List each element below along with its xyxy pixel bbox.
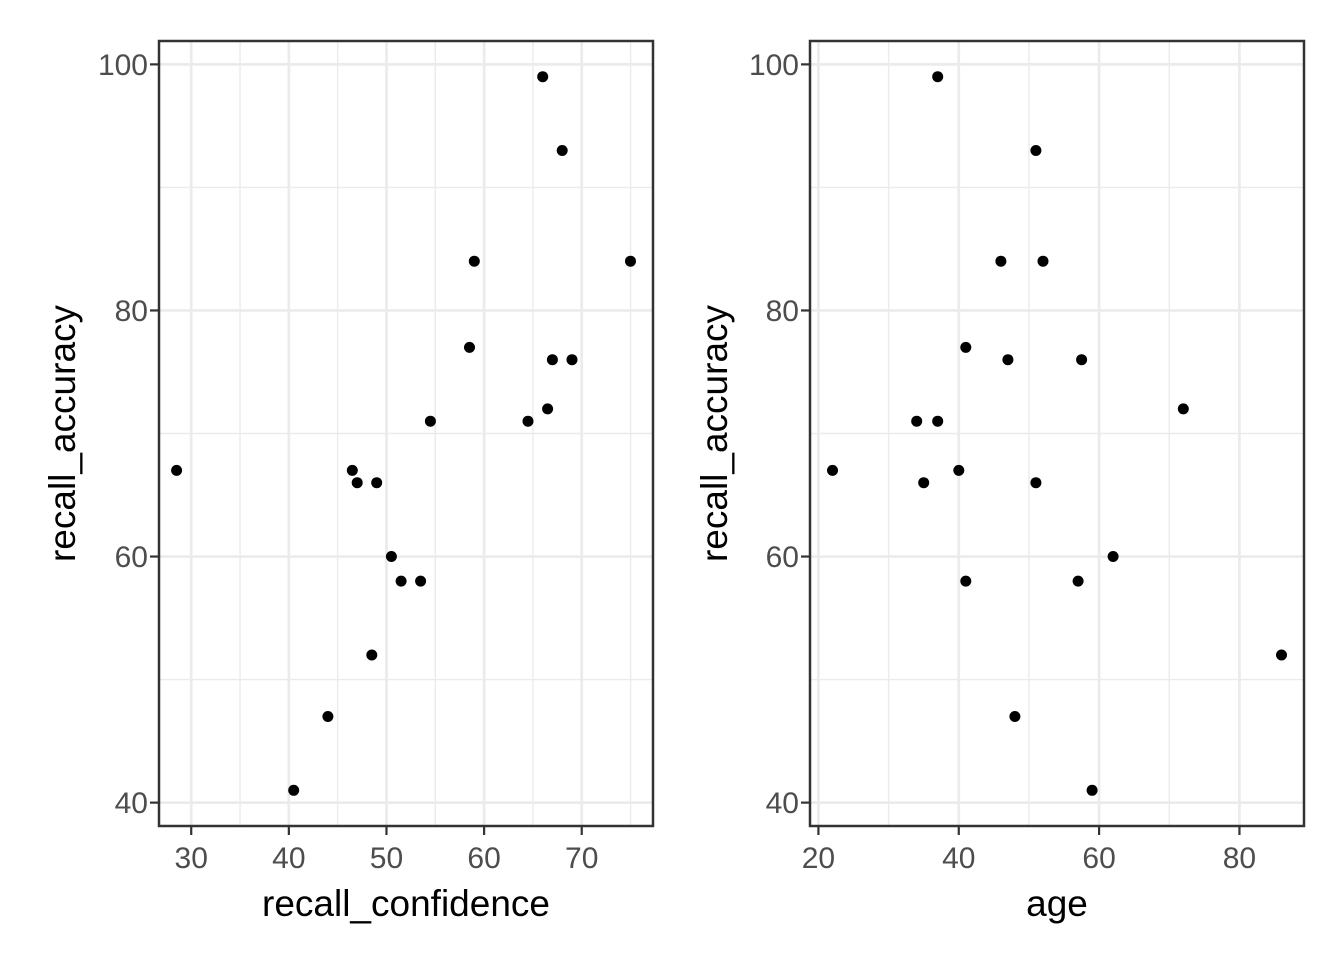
data-point [171,464,183,476]
x-axis-title: recall_confidence [262,883,550,924]
data-point [371,477,383,489]
data-point [960,341,972,353]
data-point [346,464,358,476]
panel-border [157,39,655,828]
data-point [995,255,1007,267]
data-point [546,354,558,366]
data-point [1276,649,1287,661]
data-point [960,575,972,587]
y-tick-label: 40 [766,787,799,820]
data-point [932,71,944,83]
data-point [464,341,475,353]
data-point [911,415,923,427]
data-point [932,415,944,427]
data-point [1177,403,1189,415]
y-tick-label: 60 [766,541,799,574]
data-point [1002,354,1014,366]
data-point [556,145,568,156]
y-tick-label: 80 [766,295,799,328]
y-tick-label: 100 [749,49,799,82]
x-tick-label: 40 [942,842,975,875]
data-point [1030,145,1042,156]
data-point [1107,551,1119,562]
data-point [542,403,554,415]
data-point [468,255,480,267]
data-point [827,464,838,476]
data-point [522,415,534,427]
x-tick-label: 80 [1223,842,1256,875]
data-point [395,575,407,587]
x-tick-label: 40 [272,842,305,875]
data-point [366,649,378,661]
y-tick-label: 80 [115,295,148,328]
data-point [351,477,363,489]
data-point [1030,477,1042,489]
data-point [537,71,549,83]
left-scatter-panel: 30 40 50 60 70 40 60 80 100 recall_confidence reca… [42,39,655,924]
data-point [424,415,436,427]
y-tick-label: 40 [115,787,148,820]
data-point [1037,255,1049,267]
data-point [385,551,397,562]
data-point [322,711,334,722]
data-point [288,784,300,796]
data-point [1009,711,1021,722]
x-tick-label: 60 [467,842,500,875]
y-tick-label: 100 [98,49,148,82]
x-tick-label: 70 [565,842,598,875]
y-axis-title: recall_accuracy [42,304,83,562]
x-tick-label: 60 [1082,842,1115,875]
x-tick-label: 50 [370,842,403,875]
y-tick-label: 60 [115,541,148,574]
data-point [1072,575,1084,587]
data-point [953,464,965,476]
x-tick-label: 20 [802,842,835,875]
data-point [918,477,930,489]
panel-border [808,39,1306,828]
y-axis-title: recall_accuracy [694,304,735,562]
data-point [625,255,636,267]
x-tick-label: 30 [175,842,208,875]
data-point [566,354,578,366]
data-point [1086,784,1098,796]
data-point [415,575,427,587]
x-axis-title: age [1026,883,1088,924]
data-point [1076,354,1088,366]
